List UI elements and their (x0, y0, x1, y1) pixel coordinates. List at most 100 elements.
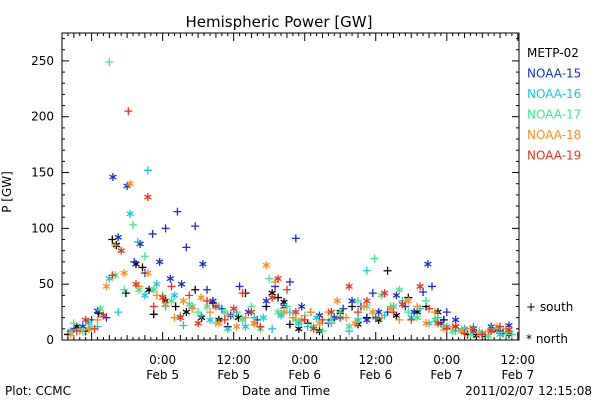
south-point (265, 274, 274, 283)
north-point (348, 296, 356, 305)
south-point (129, 221, 138, 230)
y-axis-label: P [GW] (0, 171, 14, 213)
south-point (179, 321, 188, 330)
south-point (133, 237, 142, 246)
north-point (413, 313, 421, 322)
south-point (362, 266, 371, 275)
north-point (398, 300, 407, 309)
x-tick-label-date: Feb 5 (217, 368, 250, 382)
north-point (120, 269, 128, 278)
north-point (224, 324, 232, 333)
north-point (363, 315, 371, 324)
north-point (392, 291, 401, 300)
north-point (247, 308, 256, 317)
north-point (241, 322, 250, 331)
x-tick-label-date: Feb 5 (146, 368, 179, 382)
north-point (209, 296, 217, 305)
satellite-legend: METP-02 NOAA-15 NOAA-16 NOAA-17 NOAA-18 NOAA-… (527, 46, 581, 163)
south-point (291, 234, 300, 243)
north-point (176, 313, 185, 322)
north-point (102, 282, 111, 291)
north-point (132, 280, 140, 289)
south-point (238, 289, 247, 298)
north-point (345, 322, 353, 331)
north-point (158, 293, 167, 302)
north-point (152, 280, 161, 289)
south-point (413, 302, 422, 311)
north-point (212, 302, 220, 311)
y-tick-label: 250 (31, 54, 54, 68)
north-point (155, 257, 164, 266)
south-point (185, 291, 194, 300)
south-point (72, 327, 81, 336)
x-tick-label-date: Feb 6 (359, 368, 392, 382)
legend-entry-noaa-15: NOAA-15 (527, 67, 581, 81)
south-point (171, 302, 180, 311)
north-point (351, 319, 359, 328)
north-point (215, 319, 223, 328)
north-point (451, 315, 460, 324)
north-point (144, 269, 152, 278)
south-point (191, 285, 200, 294)
north-point (277, 311, 285, 320)
south-point (235, 282, 244, 291)
x-tick-label-time: 12:00 (216, 353, 251, 367)
south-point (425, 304, 434, 313)
north-point (114, 233, 122, 242)
south-point (427, 282, 436, 291)
north-point (197, 293, 205, 302)
y-tick-label: 150 (31, 166, 54, 180)
north-point (126, 179, 134, 188)
plot-credit: Plot: CCMC (5, 384, 71, 398)
north-point (487, 327, 495, 336)
north-point (199, 260, 207, 269)
north-point (117, 246, 125, 255)
south-point (318, 327, 327, 336)
north-point (416, 282, 424, 291)
south-point (130, 257, 139, 266)
north-point (161, 300, 170, 309)
south-point (220, 315, 229, 324)
south-point (430, 308, 439, 317)
south-point (285, 320, 294, 329)
south-point (170, 313, 179, 322)
north-point (424, 260, 432, 269)
x-axis-label: Date and Time (242, 384, 330, 398)
north-point (84, 324, 93, 333)
south-point (111, 241, 120, 250)
south-point (256, 322, 265, 331)
north-point (99, 311, 108, 320)
north-point (451, 322, 460, 331)
north-point (126, 209, 134, 218)
north-point (221, 308, 229, 317)
north-point (292, 308, 300, 317)
north-point (274, 308, 282, 317)
north-point (505, 325, 513, 334)
north-point (369, 308, 377, 317)
south-point (478, 330, 487, 339)
south-point (282, 302, 291, 311)
south-point (419, 287, 428, 296)
south-point (108, 271, 117, 280)
south-point (353, 308, 362, 317)
data-points (63, 58, 516, 341)
series-noaa-18 (67, 179, 510, 339)
north-point (425, 319, 433, 328)
south-point (395, 315, 404, 324)
series-noaa-19 (72, 107, 513, 339)
north-point (170, 291, 179, 300)
north-point (229, 304, 238, 313)
north-point (469, 324, 478, 333)
north-point (496, 330, 504, 339)
south-point (282, 285, 291, 294)
north-point (232, 322, 241, 331)
marker-legend-south: + south (526, 300, 573, 314)
x-tick-label-time: 12:00 (501, 353, 536, 367)
south-point (167, 282, 176, 291)
north-point (327, 315, 336, 324)
south-point (496, 322, 505, 331)
south-point (383, 266, 392, 275)
north-point (185, 300, 194, 309)
